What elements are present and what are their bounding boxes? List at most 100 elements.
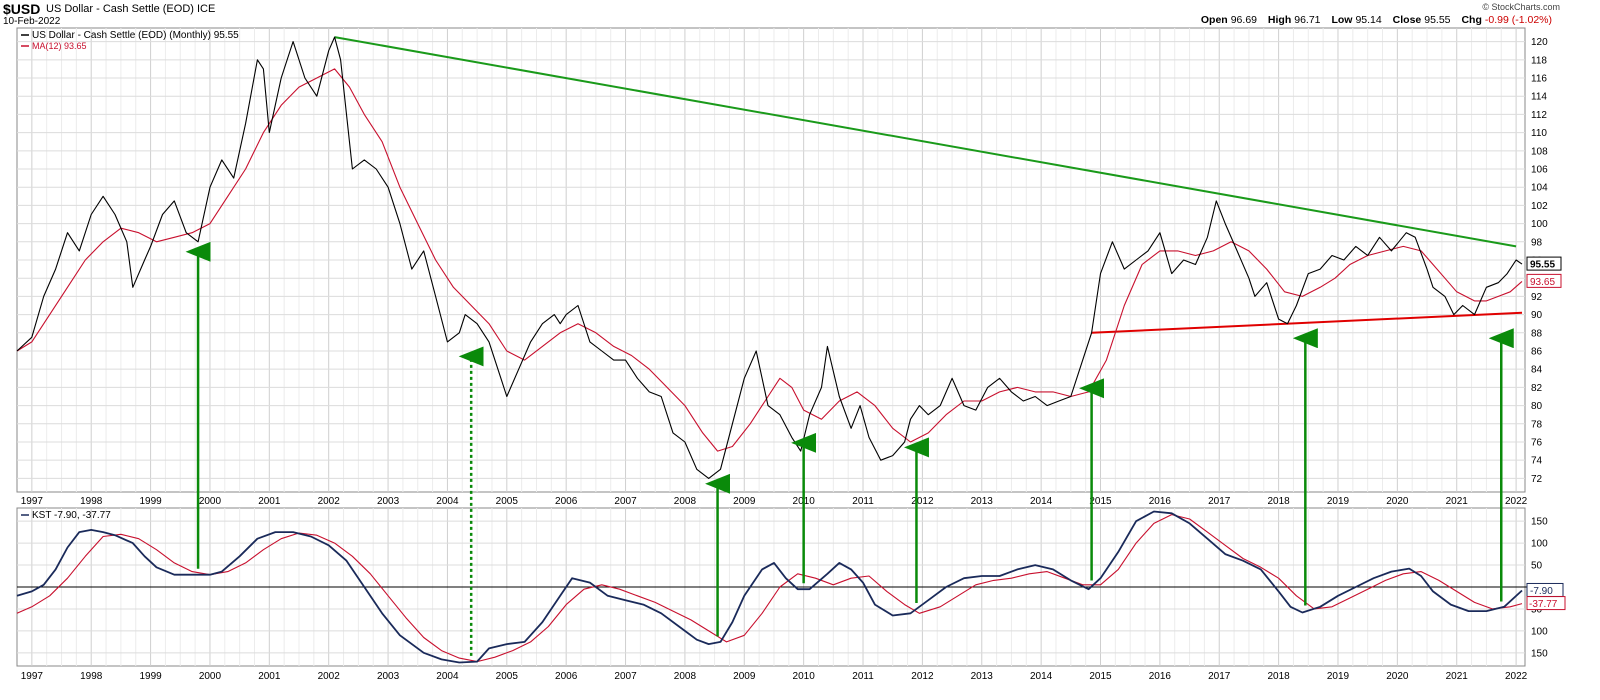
kst-line: [16, 510, 1523, 664]
price-y-tick-label: 74: [1531, 456, 1543, 467]
price-x-tick-label: 2000: [199, 496, 222, 507]
price-x-tick-label: 2008: [674, 496, 697, 507]
kst-x-tick-label: 2015: [1089, 671, 1112, 682]
price-x-tick-label: 2005: [496, 496, 519, 507]
kst-x-tick-label: 2006: [555, 671, 578, 682]
instrument-name-text: US Dollar - Cash Settle (EOD): [46, 3, 194, 15]
price-y-tick-label: 80: [1531, 401, 1543, 412]
kst-x-tick-label: 1999: [139, 671, 162, 682]
kst-signal-tag-label: -37.77: [1529, 599, 1558, 610]
kst-x-tick-label: 2004: [436, 671, 459, 682]
kst-x-tick-label: 2019: [1327, 671, 1350, 682]
price-x-tick-label: 1999: [139, 496, 162, 507]
kst-x-tick-label: 1998: [80, 671, 103, 682]
kst-x-tick-label: 2000: [199, 671, 222, 682]
price-x-tick-label: 2022: [1505, 496, 1528, 507]
legend-label: MA(12) 93.65: [32, 41, 87, 51]
price-x-tick-label: 2014: [1030, 496, 1053, 507]
price-x-tick-label: 2011: [852, 496, 874, 507]
kst-x-tick-label: 2007: [614, 671, 637, 682]
kst-x-tick-label: 1997: [21, 671, 44, 682]
price-y-tick-label: 100: [1531, 219, 1548, 230]
price-y-tick-label: 92: [1531, 292, 1543, 303]
price-panel: 7274767880828486889092949698100102104106…: [16, 27, 1562, 507]
kst-x-tick-label: 2011: [852, 671, 874, 682]
price-x-tick-label: 2021: [1446, 496, 1469, 507]
brand-label: © StockCharts.com: [1482, 2, 1560, 12]
usd-price-line: [16, 36, 1523, 479]
kst-panel: 1501005050100150199719981999200020012002…: [16, 507, 1566, 682]
kst-y-tick-label: 150: [1531, 648, 1548, 659]
close-value: 95.55: [1424, 14, 1451, 26]
price-x-tick-label: 2007: [614, 496, 637, 507]
last-price-tag: [1526, 256, 1562, 271]
kst-x-tick-label: 2005: [496, 671, 519, 682]
price-y-tick-label: 112: [1531, 110, 1547, 121]
price-y-tick-label: 114: [1531, 92, 1547, 103]
price-y-tick-label: 104: [1531, 183, 1548, 194]
chart-date: 10-Feb-2022: [3, 16, 61, 27]
kst-x-tick-label: 2003: [377, 671, 400, 682]
kst-x-tick-label: 2010: [793, 671, 816, 682]
price-x-tick-label: 2019: [1327, 496, 1350, 507]
price-x-tick-label: 1997: [21, 496, 44, 507]
price-y-tick-label: 102: [1531, 201, 1548, 212]
low-label: Low: [1331, 14, 1353, 26]
chart-header: $USD US Dollar - Cash Settle (EOD) ICE 1…: [0, 0, 1600, 27]
kst-signal-tag: [1526, 596, 1566, 611]
price-y-tick-label: 82: [1531, 383, 1543, 394]
price-x-tick-label: 2001: [258, 496, 281, 507]
price-y-tick-label: 86: [1531, 346, 1543, 357]
symbol: $USD: [3, 1, 41, 17]
kst-x-tick-label: 2020: [1386, 671, 1409, 682]
price-y-tick-label: 76: [1531, 437, 1543, 448]
ma-tag-label: 93.65: [1530, 277, 1555, 288]
last-price-tag-label: 95.55: [1530, 260, 1555, 271]
kst-y-tick-label: 50: [1531, 561, 1543, 572]
kst-x-tick-label: 2018: [1267, 671, 1290, 682]
ma12-line: [16, 68, 1523, 452]
kst-x-tick-label: 2021: [1446, 671, 1469, 682]
price-y-tick-label: 108: [1531, 146, 1548, 157]
price-y-tick-label: 72: [1531, 474, 1543, 485]
high-value: 96.71: [1294, 14, 1321, 26]
kst-legend-label: KST -7.90, -37.77: [32, 510, 111, 521]
exchange: ICE: [197, 3, 216, 15]
price-x-tick-label: 2018: [1267, 496, 1290, 507]
price-y-tick-label: 90: [1531, 310, 1543, 321]
price-x-tick-label: 2003: [377, 496, 400, 507]
price-x-tick-label: 2002: [318, 496, 341, 507]
kst-x-tick-label: 2001: [258, 671, 281, 682]
kst-x-tick-label: 2002: [318, 671, 341, 682]
kst-x-tick-label: 2008: [674, 671, 697, 682]
price-x-tick-label: 2017: [1208, 496, 1231, 507]
kst-x-tick-label: 2013: [971, 671, 994, 682]
chg-label: Chg: [1461, 14, 1482, 26]
instrument-name: US Dollar - Cash Settle (EOD) ICE: [46, 3, 215, 15]
kst-x-tick-label: 2012: [911, 671, 934, 682]
open-label: Open: [1200, 14, 1228, 26]
price-y-tick-label: 110: [1531, 128, 1547, 139]
low-value: 95.14: [1355, 14, 1382, 26]
price-x-tick-label: 2009: [733, 496, 756, 507]
price-y-tick-label: 106: [1531, 165, 1548, 176]
price-y-tick-label: 98: [1531, 237, 1543, 248]
kst-x-tick-label: 2016: [1149, 671, 1172, 682]
chg-value: -0.99 (-1.02%): [1484, 14, 1552, 26]
kst-x-tick-label: 2022: [1505, 671, 1528, 682]
kst-y-tick-label: 100: [1531, 626, 1548, 637]
open-value: 96.69: [1230, 14, 1257, 26]
ma-tag: [1526, 273, 1562, 288]
price-x-tick-label: 2012: [911, 496, 934, 507]
kst-x-tick-label: 2017: [1208, 671, 1231, 682]
price-y-tick-label: 120: [1531, 37, 1548, 48]
price-y-tick-label: 116: [1531, 74, 1547, 85]
price-x-tick-label: 2004: [436, 496, 459, 507]
price-y-tick-label: 78: [1531, 419, 1543, 430]
price-x-tick-label: 2006: [555, 496, 578, 507]
price-x-tick-label: 2016: [1149, 496, 1172, 507]
kst-x-tick-label: 2009: [733, 671, 756, 682]
kst-x-tick-label: 2014: [1030, 671, 1053, 682]
price-y-tick-label: 88: [1531, 328, 1543, 339]
